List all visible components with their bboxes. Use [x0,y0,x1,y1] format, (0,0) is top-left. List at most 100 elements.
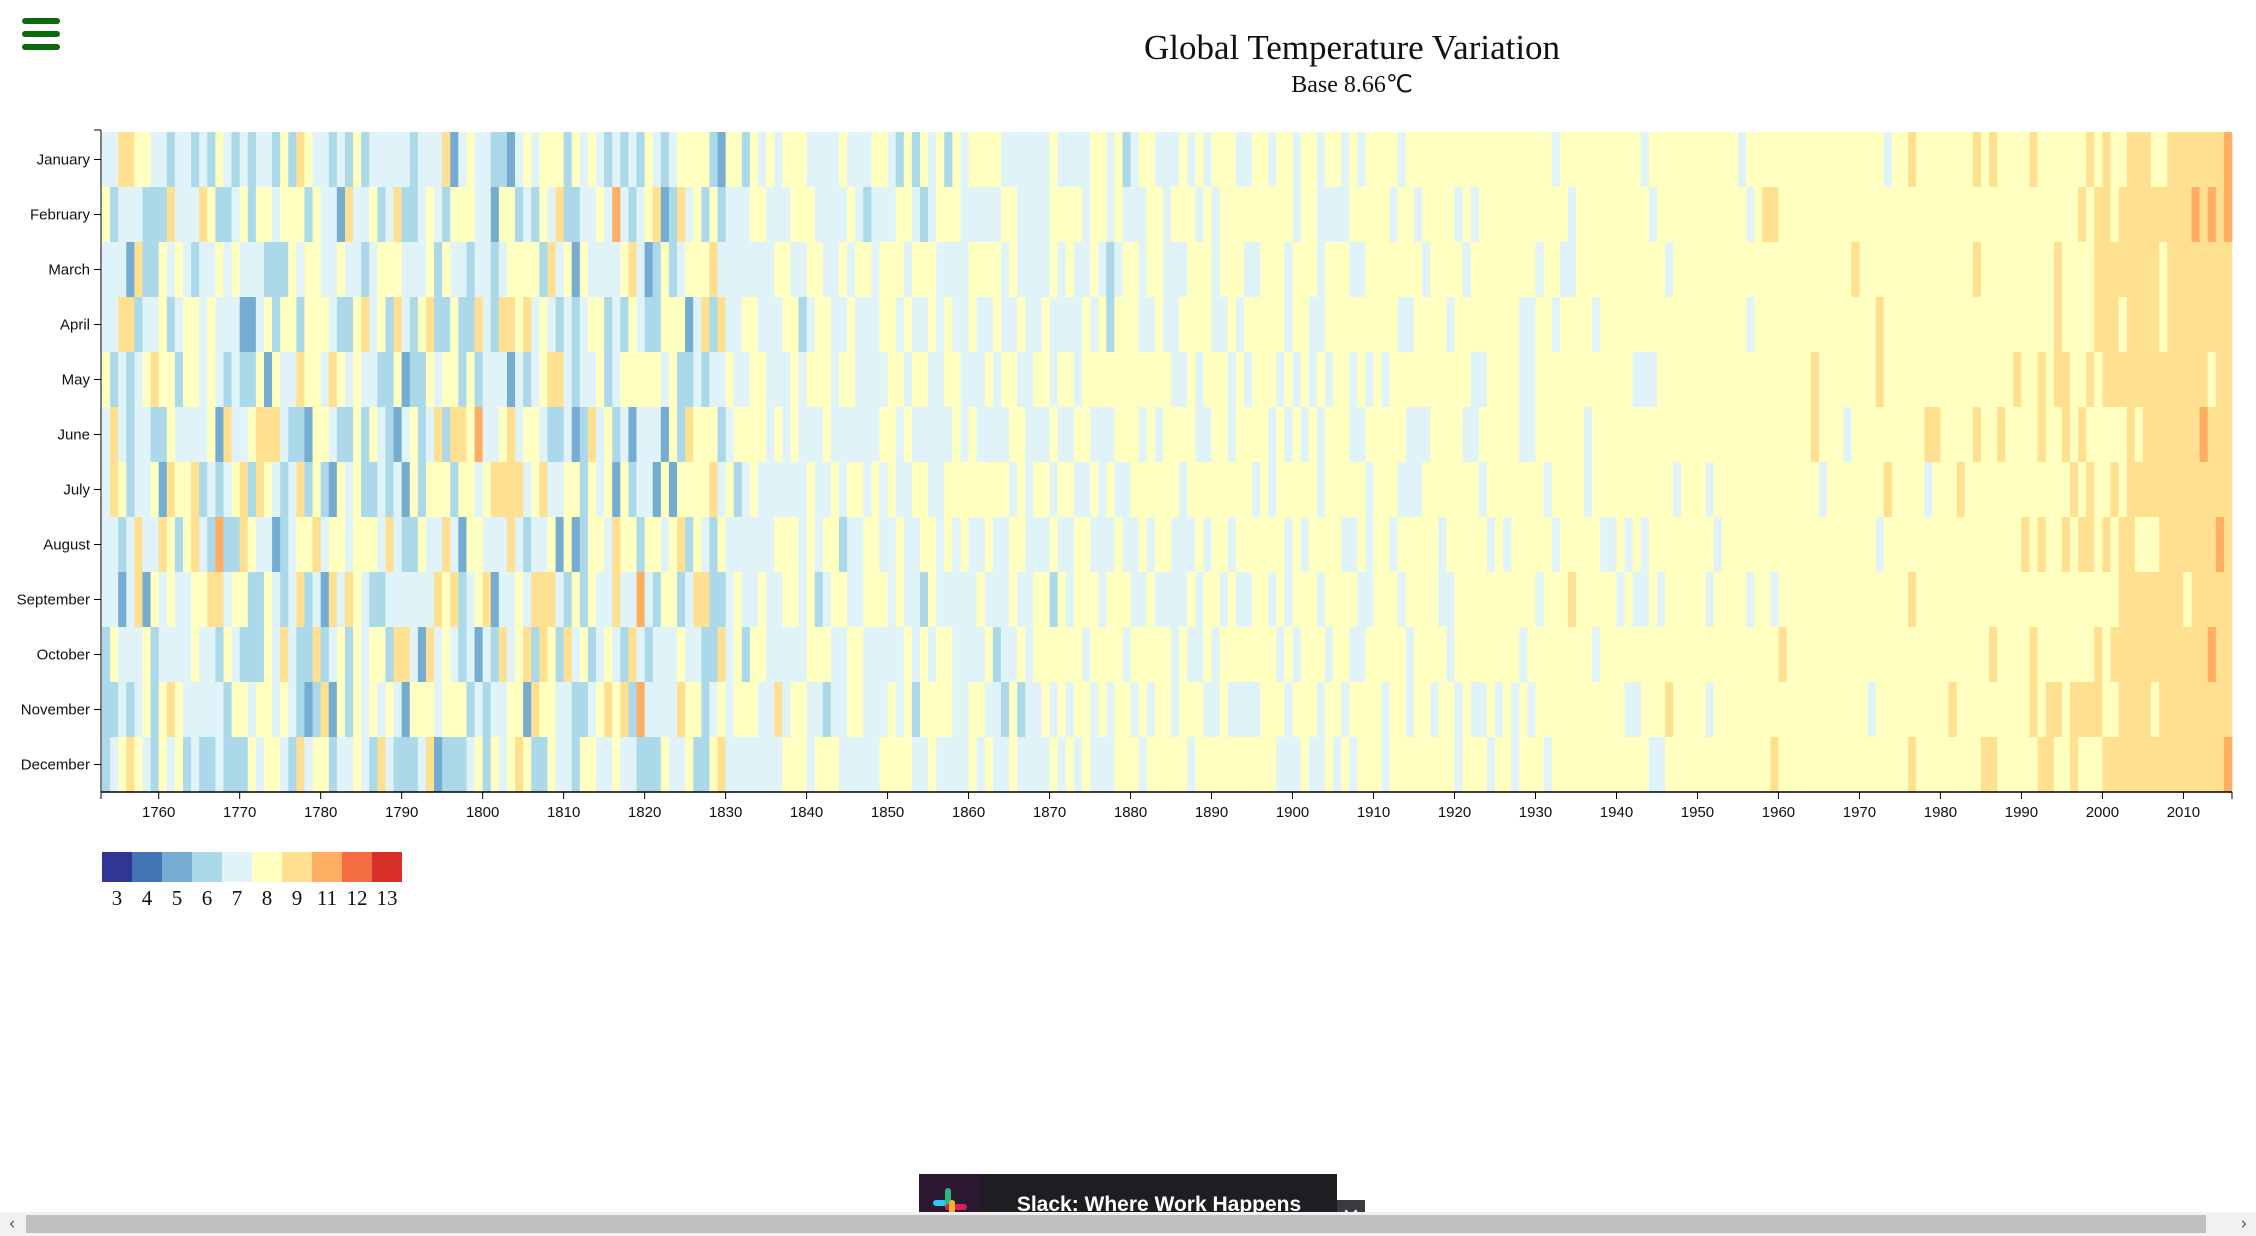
heatmap-cell [1810,517,1820,572]
heatmap-cell [1154,462,1164,517]
heatmap-cell [1308,682,1318,737]
heatmap-cell [782,187,791,242]
heatmap-cell [1470,297,1480,352]
heatmap-cell [1316,187,1326,242]
heatmap-cell [1843,627,1852,682]
heatmap-cell [320,297,330,352]
heatmap-cell [158,407,168,462]
heatmap-cell [1713,572,1723,627]
heatmap-cell [944,132,953,187]
heatmap-cell [2005,572,2014,627]
heatmap-cell [2126,682,2136,737]
heatmap-cell [652,682,662,737]
heatmap-cell [2191,352,2201,407]
heatmap-cell [2094,187,2103,242]
heatmap-cell [1527,572,1536,627]
heatmap-cell [2053,627,2063,682]
heatmap-cell [2223,242,2233,297]
heatmap-cell [1333,407,1342,462]
heatmap-cell [2037,572,2047,627]
heatmap-cell [1187,572,1196,627]
heatmap-cell [1146,462,1156,517]
heatmap-cell [571,572,581,627]
heatmap-cell [1462,187,1472,242]
heatmap-cell [1389,132,1399,187]
heatmap-cell [425,132,435,187]
heatmap-cell [814,297,824,352]
heatmap-cell [2167,297,2176,352]
heatmap-cell [1430,242,1439,297]
heatmap-cell [110,187,119,242]
legend-label: 12 [347,886,368,910]
heatmap-cell [1276,627,1285,682]
heatmap-cell [919,462,929,517]
heatmap-cell [523,297,532,352]
heatmap-cell [344,627,354,682]
heatmap-cell [814,407,824,462]
heatmap-cell [1932,242,1941,297]
heatmap-cell [174,627,184,682]
heatmap-cell [2207,682,2217,737]
heatmap-cell [425,462,435,517]
heatmap-cell [1689,627,1698,682]
heatmap-cell [1098,187,1107,242]
heatmap-cell [1195,627,1204,682]
heatmap-cell [652,462,662,517]
heatmap-cell [1211,572,1221,627]
heatmap-cell [1956,352,1966,407]
heatmap-cell [587,682,597,737]
heatmap-cell [1600,572,1609,627]
heatmap-cell [1754,517,1763,572]
heatmap-cell [344,572,354,627]
horizontal-scrollbar[interactable]: ‹ › [0,1212,2256,1236]
scrollbar-thumb[interactable] [26,1215,2206,1233]
heatmap-cell [344,407,354,462]
heatmap-cell [263,132,273,187]
heatmap-cell [515,737,524,792]
scroll-left-arrow-icon[interactable]: ‹ [8,1214,16,1234]
heatmap-cell [1397,297,1407,352]
hamburger-menu-icon[interactable] [22,18,60,50]
heatmap-cell [450,187,459,242]
heatmap-cell [174,132,184,187]
heatmap-cell [782,737,791,792]
heatmap-cell [482,242,492,297]
heatmap-cell [579,297,589,352]
heatmap-cell [1308,572,1318,627]
heatmap-cell [2159,297,2168,352]
heatmap-cell [830,572,840,627]
heatmap-cell [223,517,232,572]
heatmap-cell [1243,407,1253,462]
heatmap-cell [1462,627,1472,682]
heatmap-cell [1162,682,1172,737]
heatmap-cell [110,737,119,792]
heatmap-cell [628,297,637,352]
heatmap-cell [2005,187,2014,242]
heatmap-cell [134,132,143,187]
heatmap-cell [1705,682,1715,737]
heatmap-cell [1916,407,1925,462]
heatmap-cell [1357,297,1366,352]
heatmap-cell [2118,407,2128,462]
heatmap-cell [353,517,362,572]
heatmap-cell [1041,352,1050,407]
heatmap-cell [1535,462,1544,517]
heatmap-cell [1875,627,1885,682]
heatmap-cell [531,462,540,517]
heatmap-cell [1025,187,1034,242]
scroll-right-arrow-icon[interactable]: › [2240,1214,2248,1234]
heatmap-cell [830,352,840,407]
heatmap-cell [1916,297,1925,352]
heatmap-cell [1559,517,1569,572]
heatmap-cell [272,407,281,462]
heatmap-cell [434,517,443,572]
heatmap-cell [1511,572,1520,627]
heatmap-cell [523,572,532,627]
heatmap-cell [960,352,969,407]
heatmap-cell [774,132,783,187]
ad-text[interactable]: Slack: Where Work Happens [1016,1193,1302,1216]
heatmap-cell [1114,627,1123,682]
heatmap-cell [1179,242,1188,297]
heatmap-cell [644,572,654,627]
heatmap-cell [1754,737,1763,792]
